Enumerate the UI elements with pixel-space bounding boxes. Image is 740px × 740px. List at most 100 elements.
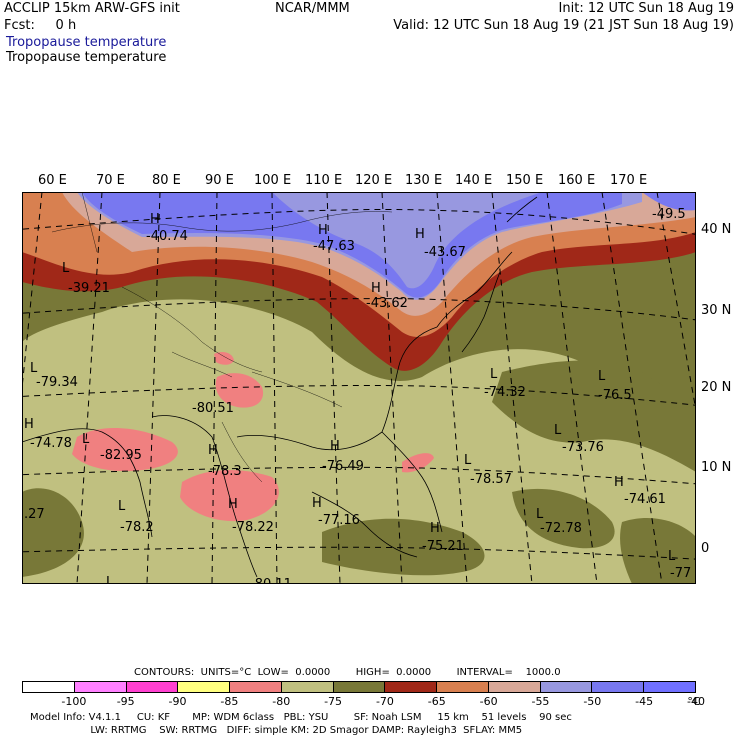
- temperature-value-label: -80.11: [250, 577, 292, 584]
- lon-label: 170 E: [610, 173, 648, 188]
- pressure-center-label: H: [430, 521, 440, 536]
- pressure-center-label: L: [554, 423, 562, 438]
- temperature-value-label: -74.78: [30, 436, 72, 451]
- pressure-center-label: H: [371, 281, 381, 296]
- init-time: Init: 12 UTC Sun 18 Aug 19: [558, 1, 734, 16]
- temperature-value-label: -78.57: [470, 472, 512, 487]
- color-scale-swatch: [333, 682, 386, 692]
- color-scale-tick: -80: [272, 695, 291, 708]
- color-scale-tick: -65: [427, 695, 446, 708]
- lat-label: 30 N: [701, 303, 732, 318]
- color-scale-swatch: [74, 682, 127, 692]
- temperature-value-label: -77: [670, 566, 691, 581]
- lon-label: 70 E: [96, 173, 125, 188]
- region-minus70-patch-southwest: [22, 488, 84, 577]
- model-physics: LW: RRTMG SW: RRTMG DIFF: simple KM: 2D …: [30, 725, 523, 736]
- temperature-value-label: -80.51: [192, 401, 234, 416]
- lon-label: 60 E: [38, 173, 67, 188]
- pressure-center-label: L: [668, 549, 676, 564]
- lon-label: 80 E: [152, 173, 181, 188]
- forecast-hour: Fcst: 0 h: [4, 18, 77, 33]
- temperature-value-label: -43.62: [366, 296, 408, 311]
- color-scale-swatch: [178, 682, 231, 692]
- color-scale-tick: -45: [635, 695, 654, 708]
- temperature-value-label: -76.5: [598, 388, 632, 403]
- map-frame: [22, 192, 696, 584]
- temperature-value-label: -43.67: [424, 245, 466, 260]
- temperature-value-label: -72.78: [540, 521, 582, 536]
- lat-label: 10 N: [701, 460, 732, 475]
- model-title: ACCLIP 15km ARW-GFS init: [4, 1, 180, 16]
- region-minus80-patch-tibet-small: [214, 352, 234, 365]
- temperature-value-label: .27: [24, 507, 45, 522]
- temperature-value-label: -75.21: [422, 539, 464, 554]
- color-scale-tick: -40: [687, 695, 705, 708]
- lat-label: 20 N: [701, 380, 732, 395]
- pressure-center-label: H: [312, 496, 322, 511]
- color-scale-tick: -60: [479, 695, 498, 708]
- pressure-center-label: L: [464, 453, 472, 468]
- color-scale-tick: -75: [324, 695, 343, 708]
- color-scale-tick: -50: [583, 695, 602, 708]
- pressure-center-label: H: [150, 212, 160, 227]
- contour-info: CONTOURS: UNITS=°C LOW= 0.0000 HIGH= 0.0…: [134, 667, 561, 678]
- color-scale-swatch: [126, 682, 179, 692]
- pressure-center-label: L: [62, 261, 70, 276]
- tropopause-temperature-map: H-40.74L-39.21H-47.63H-43.67H-43.62-49.5…: [22, 192, 696, 584]
- temperature-value-label: -78.3: [208, 464, 242, 479]
- pressure-center-label: L: [490, 367, 498, 382]
- color-scale-tick: -70: [375, 695, 394, 708]
- borders: [51, 192, 393, 483]
- temperature-value-label: -82.95: [100, 448, 142, 463]
- color-scale-tick: -85: [220, 695, 239, 708]
- region-minus80-patch-tibet: [215, 373, 264, 408]
- region-minus70-patch-south: [322, 518, 485, 576]
- pressure-center-label: L: [106, 575, 114, 584]
- color-scale-swatch: [437, 682, 489, 692]
- color-scale-swatch: [281, 682, 334, 692]
- region-minus70-patch-far-east: [620, 517, 696, 584]
- lon-label: 100 E: [254, 173, 292, 188]
- lon-label: 120 E: [355, 173, 393, 188]
- lon-label: 110 E: [305, 173, 343, 188]
- field-title-blue: Tropopause temperature: [6, 35, 167, 50]
- pressure-center-label: H: [330, 439, 340, 454]
- color-scale-swatch: [230, 682, 282, 692]
- temperature-value-label: -78.2: [120, 520, 154, 535]
- color-scale-swatch: [540, 682, 593, 692]
- region-minus45-east: [642, 192, 696, 211]
- lon-label: 130 E: [405, 173, 443, 188]
- color-scale-swatch: [23, 682, 75, 692]
- temperature-value-label: -49.5: [652, 207, 686, 222]
- temperature-value-label: -76.49: [322, 459, 364, 474]
- graticule: [22, 192, 696, 584]
- pressure-center-label: H: [415, 227, 425, 242]
- pressure-center-label: H: [318, 223, 328, 238]
- pressure-center-label: L: [536, 507, 544, 522]
- color-scale-swatch: [488, 682, 541, 692]
- pressure-center-label: H: [24, 417, 34, 432]
- color-scale-swatch: [644, 682, 695, 692]
- color-scale-swatch: [592, 682, 645, 692]
- color-scale-tick: -95: [116, 695, 135, 708]
- region-minus70-patch-east: [492, 360, 696, 472]
- lon-label: 150 E: [506, 173, 544, 188]
- temperature-value-label: -40.74: [146, 229, 188, 244]
- temperature-value-label: -39.21: [68, 281, 110, 296]
- color-scale-tick: -90: [168, 695, 187, 708]
- valid-time: Valid: 12 UTC Sun 18 Aug 19 (21 JST Sun …: [393, 18, 734, 33]
- lat-label: 40 N: [701, 222, 732, 237]
- pressure-center-label: L: [598, 369, 606, 384]
- temperature-value-label: -78.22: [232, 520, 274, 535]
- field-title: Tropopause temperature: [6, 50, 167, 65]
- lat-label: 0: [701, 541, 710, 556]
- organization: NCAR/MMM: [275, 1, 350, 16]
- color-scale-bar: [22, 681, 696, 693]
- color-scale-tick: -55: [531, 695, 550, 708]
- pressure-center-label: L: [118, 499, 126, 514]
- temperature-value-label: -77.16: [318, 513, 360, 528]
- pressure-center-label: H: [228, 497, 238, 512]
- model-info: Model Info: V4.1.1 CU: KF MP: WDM 6class…: [30, 712, 572, 723]
- pressure-center-label: L: [82, 432, 90, 447]
- temperature-value-label: -74.32: [484, 385, 526, 400]
